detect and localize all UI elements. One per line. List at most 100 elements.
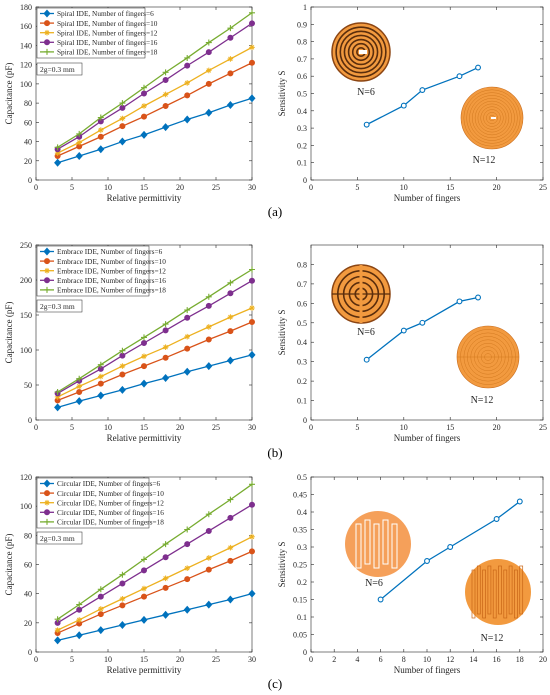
legend-entry: Spiral IDE, Number of fingers=12 — [57, 28, 158, 37]
legend-marker — [44, 267, 50, 274]
y-axis-label: Capacitance (pF) — [4, 63, 14, 125]
y-tick-label: 0.8 — [297, 260, 307, 269]
series-line — [57, 536, 253, 631]
data-point — [119, 580, 126, 587]
y-tick-label: 0.4 — [297, 338, 307, 347]
electrode-finger — [391, 523, 398, 569]
data-point — [184, 333, 190, 340]
data-point — [227, 290, 234, 297]
y-tick-label: 0 — [303, 176, 307, 185]
y-tick-label: 0.3 — [297, 358, 307, 367]
data-point — [248, 589, 256, 598]
inset-label: N=6 — [365, 578, 383, 589]
data-point — [205, 362, 213, 371]
data-point — [205, 511, 212, 518]
data-point — [97, 391, 105, 400]
data-point — [227, 279, 234, 286]
data-point — [162, 554, 169, 561]
x-tick-label: 25 — [539, 423, 547, 432]
data-point — [141, 103, 147, 109]
data-point — [227, 34, 234, 41]
data-point — [227, 544, 234, 551]
data-point — [162, 69, 169, 76]
chart-a-left: 0 5 10 15 20 25 30 0 20 40 60 80 100 120 140 160 180 Rela… — [4, 3, 256, 203]
data-point — [141, 334, 147, 341]
data-point — [75, 631, 83, 640]
y-tick-label: 0.5 — [297, 319, 307, 328]
legend-marker — [44, 39, 51, 46]
data-point — [98, 127, 104, 133]
data-point — [54, 403, 62, 412]
inset-circ6 — [345, 511, 411, 577]
data-point — [140, 90, 147, 97]
data-point — [249, 305, 255, 311]
x-tick-label: 0 — [34, 183, 38, 192]
series-line — [57, 22, 253, 150]
data-point — [119, 123, 126, 130]
electrode-finger — [373, 523, 380, 569]
y-tick-label: 0.2 — [297, 141, 307, 150]
data-point — [205, 108, 213, 117]
y-tick-label: 100 — [20, 346, 32, 355]
data-point — [183, 115, 191, 124]
y-tick-label: 0.3 — [297, 124, 307, 133]
y-tick-label: 0.7 — [297, 280, 307, 289]
x-tick-label: 30 — [248, 423, 256, 432]
legend-marker — [44, 499, 50, 506]
inset-spiral6 — [331, 22, 391, 82]
data-point — [162, 354, 169, 361]
x-tick-label: 25 — [539, 183, 547, 192]
data-point — [184, 314, 191, 321]
data-point — [54, 636, 62, 645]
data-point — [205, 600, 213, 609]
x-tick-label: 0 — [34, 423, 38, 432]
data-point — [97, 361, 104, 368]
data-point — [141, 353, 147, 360]
data-point — [76, 388, 83, 395]
series-line — [57, 354, 253, 409]
data-point — [184, 80, 190, 86]
y-tick-label: 180 — [20, 3, 32, 12]
electrode-ring — [343, 34, 379, 70]
x-tick-label: 15 — [140, 183, 148, 192]
inset-label: N=12 — [481, 633, 504, 644]
legend-entry: Circular IDE, Number of fingers=6 — [57, 479, 161, 488]
x-tick-label: 8 — [402, 655, 406, 664]
data-point — [205, 527, 212, 534]
series-line — [57, 62, 253, 157]
data-point — [400, 102, 407, 109]
x-tick-label: 20 — [176, 183, 184, 192]
series-line — [57, 593, 253, 641]
data-point — [140, 615, 148, 624]
electrode-gap — [491, 117, 496, 119]
y-tick-label: 120 — [20, 61, 32, 70]
data-point — [419, 87, 426, 93]
legend-entry: Spiral IDE, Number of fingers=16 — [57, 38, 158, 47]
data-point — [119, 100, 126, 107]
electrode-ring — [466, 92, 518, 144]
inset-label: N=12 — [471, 395, 494, 406]
data-point — [97, 114, 104, 121]
data-point — [162, 610, 170, 619]
electrode-finger — [519, 565, 524, 615]
electrode-finger — [471, 569, 476, 619]
data-point — [76, 617, 82, 623]
data-point — [248, 94, 256, 103]
chart-b-right: 0 5 10 15 20 25 0 0.1 0.2 0.3 0.4 0.5 0.6 0.7 0.8 Numbe… — [277, 244, 547, 443]
data-point — [183, 367, 191, 376]
data-point — [76, 601, 83, 608]
y-tick-label: 200 — [20, 276, 32, 285]
x-tick-label: 10 — [104, 655, 112, 664]
data-point — [475, 294, 481, 301]
chart-b-left: 0 5 10 15 20 25 30 0 50 100 150 200 250 Relative perm… — [4, 241, 256, 443]
data-point — [97, 380, 104, 387]
data-point — [249, 44, 255, 51]
series-line — [57, 97, 253, 164]
x-tick-label: 5 — [70, 423, 74, 432]
electrode-finger — [476, 565, 481, 615]
electrode-ring — [335, 26, 387, 78]
data-point — [140, 567, 147, 574]
annotation: 2g=0.3 mm — [40, 65, 75, 74]
y-tick-label: 0.1 — [297, 397, 307, 406]
chart-c-left: 0 5 10 15 20 25 30 0 20 40 60 80 100 120 Relative perm… — [4, 473, 256, 675]
